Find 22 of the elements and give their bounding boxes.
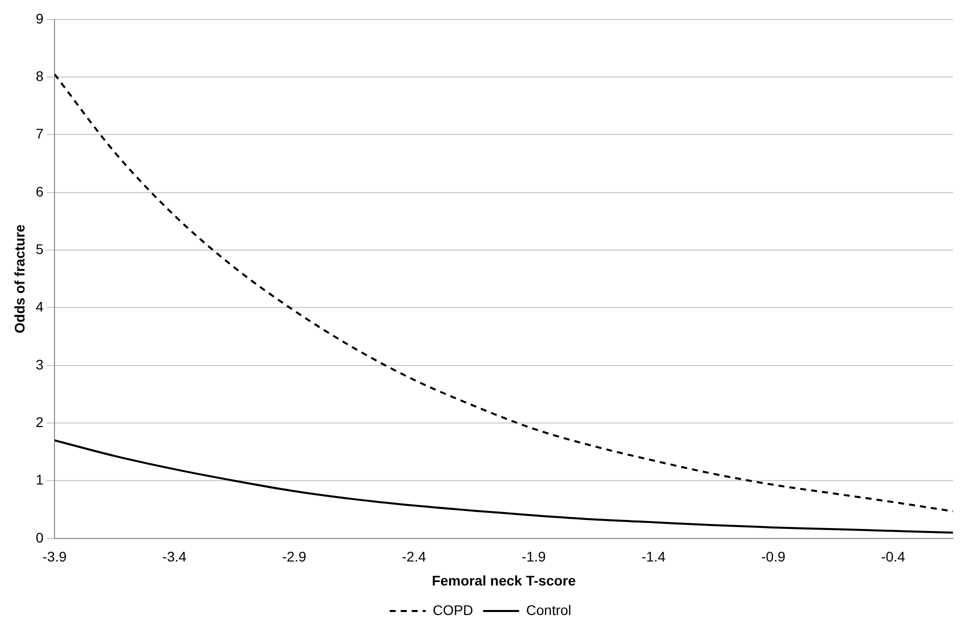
y-tick-label: 3 — [36, 356, 44, 372]
y-axis-title: Odds of fracture — [11, 224, 28, 334]
y-tick-label: 0 — [36, 529, 44, 546]
x-tick-label: -2.4 — [402, 548, 426, 565]
y-tick-label: 2 — [36, 414, 44, 430]
x-tick-label: -0.4 — [881, 548, 906, 565]
x-axis-title: Femoral neck T-score — [432, 572, 576, 588]
x-tick-label: -3.9 — [42, 548, 67, 565]
y-tick-label: 7 — [36, 126, 44, 142]
legend-label: Control — [526, 602, 572, 618]
y-tick-label: 9 — [36, 10, 44, 26]
x-tick-label: -2.9 — [282, 548, 306, 565]
y-tick-label: 6 — [36, 183, 44, 200]
x-tick-label: -1.4 — [641, 548, 666, 565]
y-tick-label: 8 — [36, 68, 44, 84]
y-tick-label: 5 — [36, 240, 44, 257]
x-tick-label: -3.4 — [162, 548, 187, 565]
x-tick-label: -1.9 — [522, 548, 546, 565]
y-tick-label: 1 — [36, 472, 44, 488]
y-tick-label: 4 — [36, 298, 44, 315]
legend-label: COPD — [432, 602, 474, 618]
x-tick-label: -0.9 — [761, 548, 786, 565]
